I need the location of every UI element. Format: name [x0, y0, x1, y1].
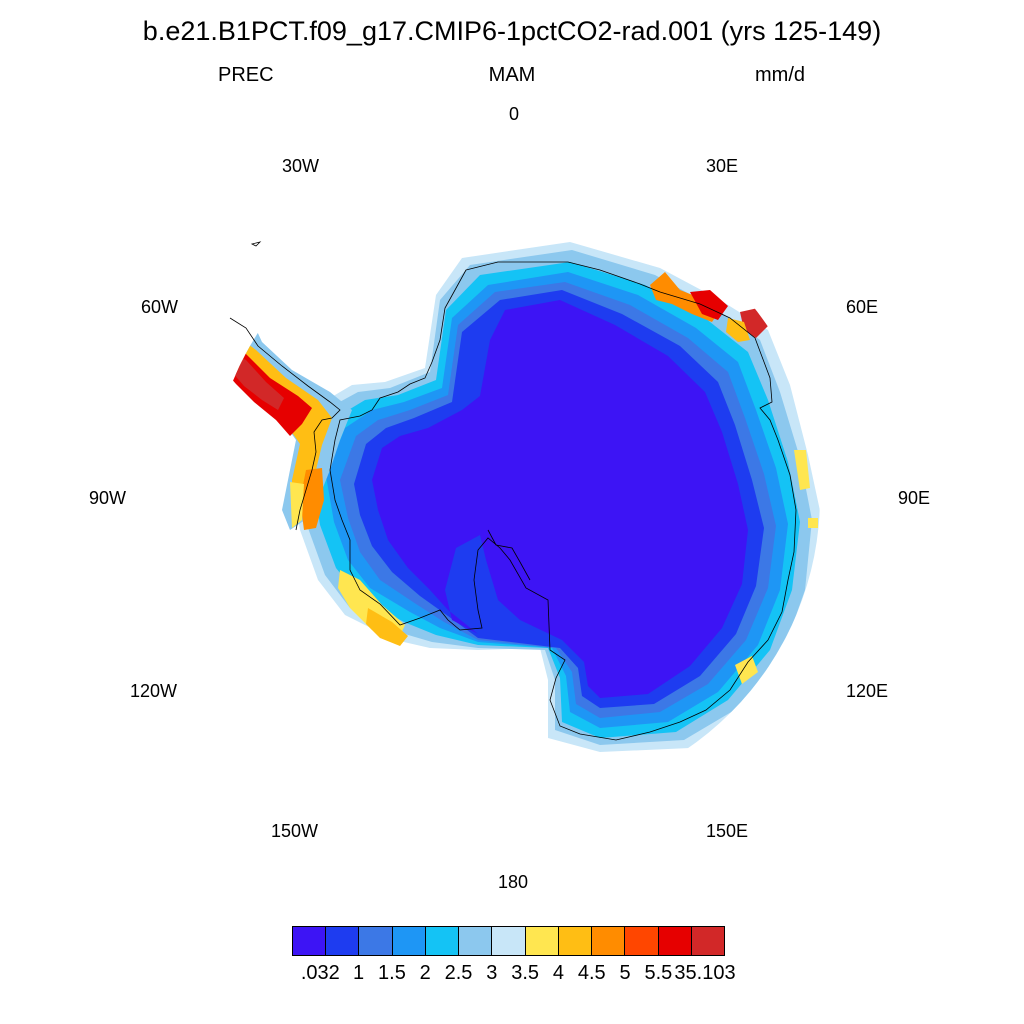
lon-label-90e: 90E	[898, 488, 931, 508]
west-coast-yellow	[290, 482, 304, 528]
colorbar-label: 2.5	[444, 962, 473, 984]
plot-title: b.e21.B1PCT.f09_g17.CMIP6-1pctCO2-rad.00…	[142, 16, 882, 46]
colorbar-label: 3.5	[511, 962, 540, 984]
colorbar-label: 4	[552, 962, 565, 984]
colorbar-label: 35.103	[674, 962, 736, 984]
wilkes-yellow-2	[808, 518, 818, 528]
colorbar-box	[458, 926, 492, 956]
colorbar-box	[557, 926, 592, 956]
colorbar-label: 2	[419, 962, 431, 984]
colorbar-label: .032	[300, 962, 340, 984]
lon-label-30w: 30W	[282, 156, 320, 176]
colorbar-box	[657, 926, 691, 956]
colorbar-label: 4.5	[577, 962, 606, 984]
coastline	[229, 241, 797, 741]
colorbar-label: 1	[353, 962, 365, 984]
colorbar-box	[391, 926, 425, 956]
colorbar	[292, 926, 726, 956]
lon-label-150w: 150W	[271, 821, 319, 841]
colorbar-box	[292, 926, 326, 956]
colorbar-label: 5	[619, 962, 631, 984]
peninsula-darkred	[230, 352, 284, 410]
lon-label-120e: 120E	[846, 681, 889, 701]
amundsen-orange	[366, 608, 408, 646]
variable-label: PREC	[218, 64, 274, 86]
lon-label-120w: 120W	[130, 681, 178, 701]
colorbar-box	[358, 926, 392, 956]
colorbar-box	[690, 926, 726, 956]
lon-label-90w: 90W	[89, 488, 127, 508]
precip-field	[220, 242, 820, 752]
precip-band-min	[372, 300, 748, 698]
colorbar-box	[325, 926, 359, 956]
west-coast-orange	[300, 468, 324, 530]
colorbar-box	[624, 926, 658, 956]
colorbar-label: 3	[486, 962, 498, 984]
colorbar-box	[524, 926, 558, 956]
lon-label-60e: 60E	[846, 297, 879, 317]
wilkes-yellow	[794, 450, 810, 490]
lon-label-30e: 30E	[706, 156, 739, 176]
units-label: mm/d	[755, 64, 805, 86]
lon-label-150e: 150E	[706, 821, 749, 841]
colorbar-label: 1.5	[378, 962, 406, 984]
lon-label-180: 180	[498, 872, 529, 892]
colorbar-label: 5.5	[644, 962, 673, 984]
colorbar-box	[424, 926, 459, 956]
colorbar-box	[591, 926, 625, 956]
victoria-yellow	[735, 656, 758, 684]
lon-label-60w: 60W	[141, 297, 179, 317]
lon-label-0: 0	[509, 104, 520, 124]
season-label: MAM	[488, 64, 536, 86]
amery-orange	[726, 318, 750, 342]
colorbar-box	[491, 926, 525, 956]
